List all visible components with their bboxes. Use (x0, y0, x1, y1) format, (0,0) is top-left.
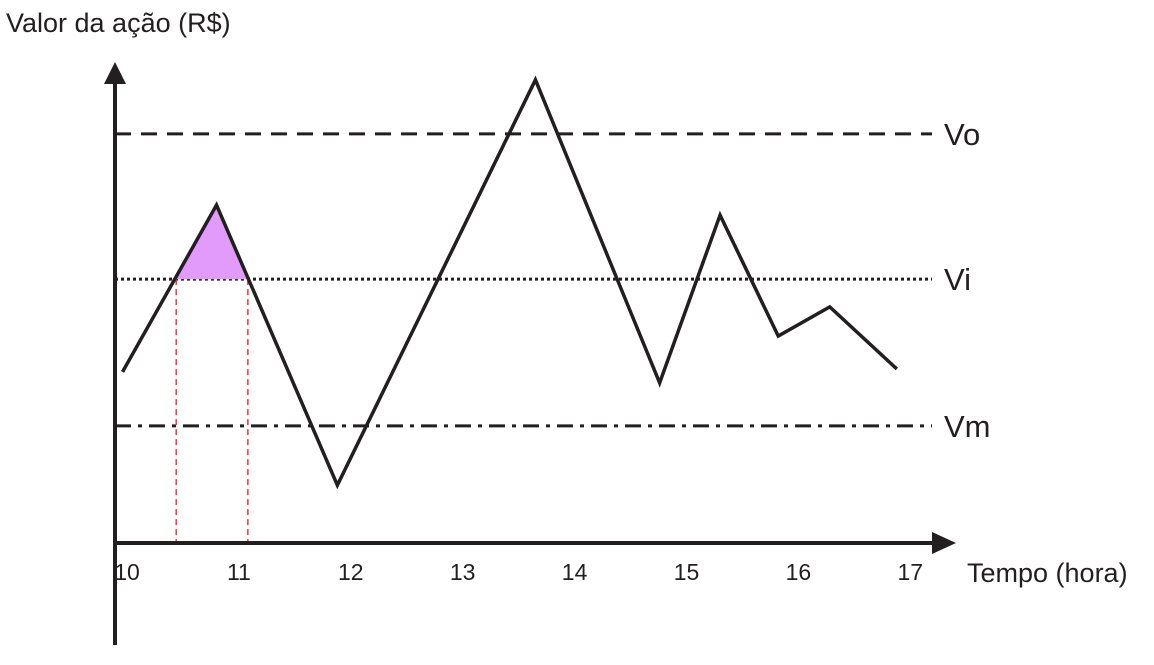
reference-label-vm: Vm (944, 409, 991, 444)
x-axis-label: Tempo (hora) (967, 558, 1128, 588)
y-axis-label: Valor da ação (R$) (6, 8, 231, 38)
x-tick-label: 13 (450, 559, 476, 585)
reference-label-vo: Vo (944, 117, 980, 152)
y-axis-arrow (104, 62, 126, 84)
x-tick-label: 16 (786, 559, 812, 585)
x-tick-label: 14 (562, 559, 588, 585)
series-line (120, 75, 899, 490)
x-tick-label: 15 (674, 559, 700, 585)
x-axis-arrow (932, 532, 956, 554)
x-tick-label: 11 (227, 559, 251, 585)
x-tick-label: 12 (338, 559, 364, 585)
x-tick-label: 17 (898, 559, 924, 585)
highlight-area (176, 205, 248, 280)
reference-label-vi: Vi (944, 262, 971, 297)
x-tick-label: 10 (114, 559, 140, 585)
